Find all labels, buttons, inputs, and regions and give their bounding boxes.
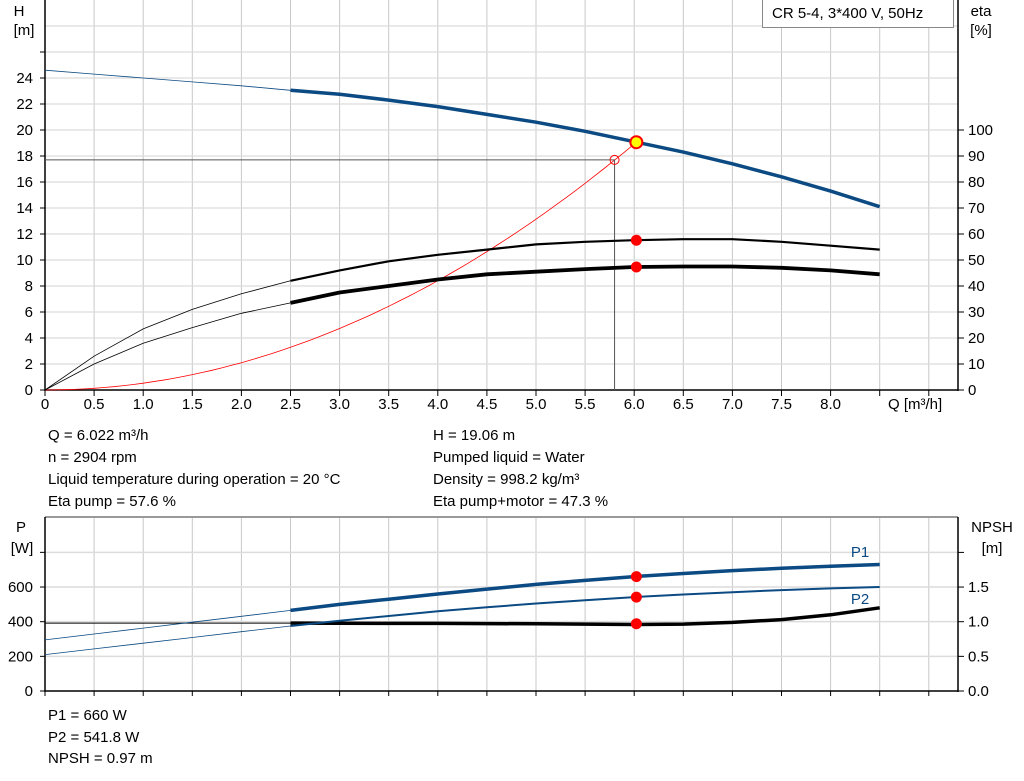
y-tick-label: 6 [25,304,33,321]
y2-tick-label: 30 [968,304,985,321]
info-eta-total: Eta pump+motor = 47.3 % [433,493,609,510]
y2-tick-label: 90 [968,148,985,165]
y-tick-label: 600 [8,579,33,596]
y2-tick-label: 10 [968,356,985,373]
info-p1: P1 = 660 W [48,707,127,724]
x-tick-label: 6.5 [673,396,694,413]
x-tick-label: 2.5 [280,396,301,413]
info-eta-pump: Eta pump = 57.6 % [48,493,176,510]
x-tick-label: 3.0 [329,396,350,413]
y2-tick-label: 0.0 [968,683,989,700]
p2-marker [630,591,642,603]
eta-total-marker [630,261,642,273]
y2-tick-label: 50 [968,252,985,269]
requested-point-marker [609,154,620,165]
info-liquid-temp: Liquid temperature during operation = 20… [48,471,341,488]
info-p2: P2 = 541.8 W [48,728,140,746]
x-tick-label: 4.0 [427,396,448,413]
eta-pump-marker [630,234,642,246]
info-npsh: NPSH = 0.97 m [48,750,153,767]
info-pumped-liquid: Pumped liquid = Water [433,449,585,466]
y-tick-label: 16 [16,174,33,191]
npsh-curve [290,606,880,627]
eta-total-curve-extension [44,302,291,391]
head-curve [290,88,881,209]
y2-tick-label: 80 [968,174,985,191]
p2-curve [290,586,880,627]
y2-tick-label: 0 [968,382,976,399]
y2-tick-label: 1.5 [968,579,989,596]
y-tick-label: 8 [25,278,33,295]
p1-series-label: P1 [851,544,869,561]
info-top-left: Q = 6.022 m³/h n = 2904 rpm Liquid tempe… [48,425,340,513]
y-tick-label: 20 [16,122,33,139]
y-tick-label: 12 [16,226,33,243]
x-tick-label: 2.0 [231,396,252,413]
x-tick-label: 7.0 [722,396,743,413]
x-tick-label: 1.5 [182,396,203,413]
pump-legend: CR 5-4, 3*400 V, 50Hz [762,0,954,28]
head-curve-extension [44,69,291,91]
p1-curve [290,562,880,613]
info-speed: n = 2904 rpm [48,449,137,466]
x-tick-label: 7.5 [771,396,792,413]
system-curve [44,141,637,391]
p1-curve-extension [44,610,291,641]
x-tick-label: 5.0 [526,396,547,413]
x-tick-label: 6.0 [624,396,645,413]
y2-axis-label: NPSH [971,519,1013,536]
eta-pump-curve [290,238,880,282]
y2-tick-label: 1.0 [968,614,989,631]
eta-pump-curve-extension [44,280,291,391]
info-top-right: H = 19.06 m Pumped liquid = Water Densit… [433,425,608,513]
x-tick-label: 0.5 [84,396,105,413]
x-tick-label: 0 [41,396,49,413]
y-tick-label: 0 [25,382,33,399]
info-bottom: P1 = 660 W P2 = 541.8 W NPSH = 0.97 m [48,705,153,770]
info-flow: Q = 6.022 m³/h [48,427,149,444]
y2-axis-label: eta [971,3,993,20]
y-tick-label: 0 [25,683,33,700]
y-tick-label: 4 [25,330,33,347]
y-tick-label: 14 [16,200,33,217]
y-axis-label: P [16,519,26,536]
x-tick-label: 3.5 [378,396,399,413]
x-axis-label: Q [m³/h] [888,396,942,413]
p2-curve-extension [44,625,291,655]
y2-tick-label: 70 [968,200,985,217]
x-tick-label: 5.5 [575,396,596,413]
p2-series-label: P2 [851,591,869,608]
y-axis-unit: [W] [11,540,34,557]
x-tick-label: 1.0 [133,396,154,413]
y2-axis-unit: [%] [970,22,992,39]
y-tick-label: 200 [8,648,33,665]
y2-tick-label: 60 [968,226,985,243]
y2-tick-label: 100 [968,122,993,139]
y-tick-label: 10 [16,252,33,269]
info-density: Density = 998.2 kg/m³ [433,471,580,488]
y-tick-label: 18 [16,148,33,165]
y-axis-unit: [m] [14,22,35,39]
npsh-marker [630,618,642,630]
y-axis-label: H [14,3,25,20]
y2-axis-unit: [m] [982,540,1003,557]
eta-total-curve [290,264,880,305]
y-tick-label: 400 [8,614,33,631]
p1-marker [630,571,642,583]
duty-point-marker [629,135,644,150]
y2-tick-label: 0.5 [968,648,989,665]
y2-tick-label: 20 [968,330,985,347]
y-tick-label: 2 [25,356,33,373]
y2-tick-label: 40 [968,278,985,295]
x-tick-label: 8.0 [820,396,841,413]
info-head: H = 19.06 m [433,427,516,444]
y-tick-label: 22 [16,96,33,113]
y-tick-label: 24 [16,70,33,87]
x-tick-label: 4.5 [476,396,497,413]
